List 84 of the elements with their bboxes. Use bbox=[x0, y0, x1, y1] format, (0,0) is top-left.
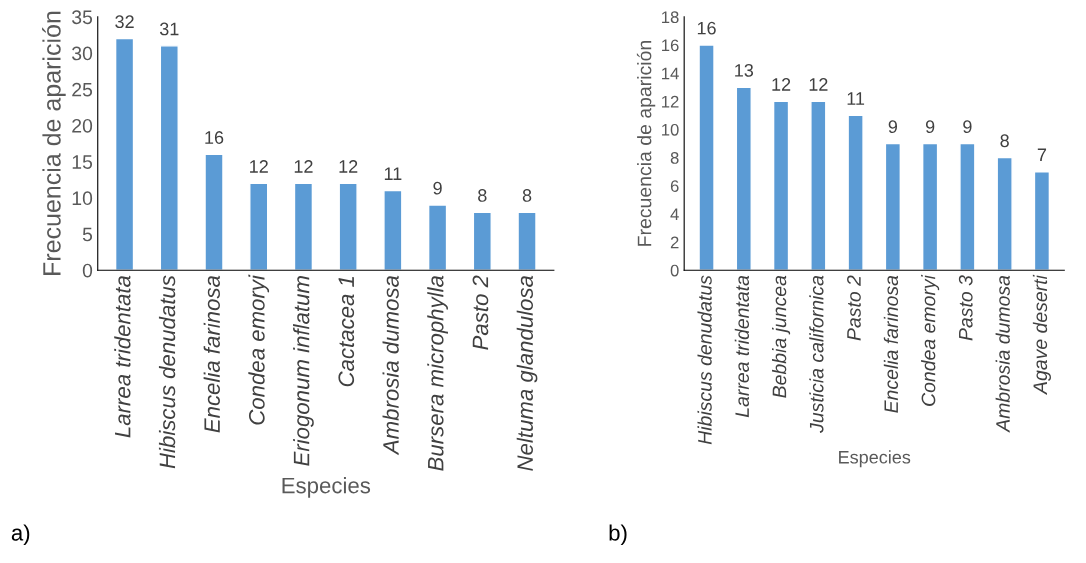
x-tick-label: Bursera microphylla bbox=[427, 275, 448, 471]
data-label: 8 bbox=[1000, 134, 1009, 148]
data-label: 12 bbox=[294, 160, 313, 173]
data-label: 31 bbox=[159, 22, 179, 36]
y-tick-label: 25 bbox=[72, 82, 93, 97]
bar bbox=[114, 37, 135, 271]
data-label: 9 bbox=[925, 120, 935, 134]
x-tick-label: Agave deserti bbox=[1032, 274, 1051, 395]
y-tick-label: 18 bbox=[662, 11, 679, 24]
data-label: 11 bbox=[847, 92, 865, 105]
bar bbox=[472, 211, 492, 271]
x-tick-label: Cactacea 1 bbox=[338, 276, 355, 387]
data-label: 7 bbox=[1037, 148, 1047, 162]
bar bbox=[427, 204, 448, 271]
bar bbox=[921, 142, 939, 271]
bar bbox=[383, 189, 403, 271]
x-tick-label: Larrea tridentata bbox=[734, 275, 750, 418]
y-axis-title: Frecuencia de aparición bbox=[636, 41, 656, 246]
x-tick-label: Ambrosia dumosa bbox=[382, 275, 399, 456]
y-tick-label: 10 bbox=[662, 123, 679, 136]
y-tick-label: 0 bbox=[670, 264, 679, 277]
y-tick-label: 15 bbox=[72, 155, 93, 169]
data-label: 8 bbox=[522, 189, 532, 202]
y-tick-label: 14 bbox=[662, 67, 679, 80]
bar bbox=[159, 45, 179, 271]
data-label: 12 bbox=[250, 160, 268, 173]
y-tick-label: 35 bbox=[71, 10, 93, 25]
data-label: 9 bbox=[433, 181, 442, 195]
data-label: 12 bbox=[809, 78, 828, 91]
x-tick-label: Encelia farinosa bbox=[203, 275, 220, 433]
x-tick-label: Eriogonum inflatum bbox=[293, 276, 314, 466]
y-tick-label: 10 bbox=[72, 191, 93, 206]
x-tick-label: Encelia farinosa bbox=[883, 275, 899, 413]
y-tick-label: 6 bbox=[670, 180, 679, 192]
x-tick-label: Condea emoryi bbox=[921, 274, 940, 406]
x-tick-label: Pasto 2 bbox=[847, 275, 861, 341]
x-tick-label: Hibiscus denudatus bbox=[697, 275, 712, 445]
x-axis-title: Especies bbox=[839, 450, 911, 468]
data-label: 9 bbox=[888, 120, 898, 134]
data-label: 9 bbox=[963, 120, 972, 134]
bar bbox=[772, 100, 790, 271]
y-tick-label: 8 bbox=[670, 152, 679, 164]
x-tick-label: Ambrosia dumosa bbox=[995, 275, 1010, 433]
y-tick-label: 12 bbox=[662, 95, 679, 108]
bar bbox=[996, 156, 1013, 271]
x-tick-label: Condea emoryi bbox=[248, 274, 270, 425]
y-tick-label: 2 bbox=[670, 236, 679, 249]
text: b) bbox=[609, 524, 627, 546]
data-label: 16 bbox=[697, 21, 716, 35]
y-tick-label: 30 bbox=[71, 46, 93, 61]
bar bbox=[204, 153, 224, 271]
bar bbox=[810, 100, 827, 271]
data-label: 16 bbox=[205, 131, 224, 144]
bar bbox=[884, 142, 902, 271]
x-tick-label: Pasto 3 bbox=[958, 275, 973, 341]
bar bbox=[959, 142, 976, 271]
bar bbox=[293, 182, 314, 271]
data-label: 13 bbox=[735, 63, 754, 77]
y-tick-label: 20 bbox=[72, 118, 93, 133]
bar bbox=[338, 182, 358, 271]
data-label: 32 bbox=[115, 15, 134, 29]
x-tick-label: Pasto 2 bbox=[472, 275, 489, 350]
y-tick-label: 4 bbox=[670, 208, 679, 220]
data-label: 8 bbox=[478, 189, 487, 202]
text: a) bbox=[11, 524, 30, 546]
x-tick-label: Bebbia juncea bbox=[772, 275, 791, 398]
bar bbox=[249, 182, 269, 271]
bar bbox=[735, 86, 752, 271]
x-tick-label: Justicia californica bbox=[809, 275, 824, 433]
y-tick-label: 0 bbox=[82, 263, 93, 278]
bar bbox=[1033, 171, 1051, 271]
x-axis-title: Especies bbox=[282, 477, 371, 498]
data-label: 11 bbox=[384, 167, 402, 180]
data-label: 12 bbox=[339, 160, 358, 173]
bar bbox=[517, 211, 537, 271]
x-tick-label: Hibiscus denudatus bbox=[158, 275, 176, 469]
x-tick-label: Neltuma glandulosa bbox=[516, 275, 538, 471]
y-tick-label: 16 bbox=[662, 39, 679, 52]
bar bbox=[847, 114, 864, 271]
y-tick-label: 5 bbox=[82, 227, 93, 242]
bar bbox=[698, 44, 715, 271]
x-tick-label: Larrea tridentata bbox=[114, 275, 131, 438]
data-label: 12 bbox=[772, 78, 791, 91]
y-axis-title: Frecuencia de aparición bbox=[42, 11, 66, 275]
